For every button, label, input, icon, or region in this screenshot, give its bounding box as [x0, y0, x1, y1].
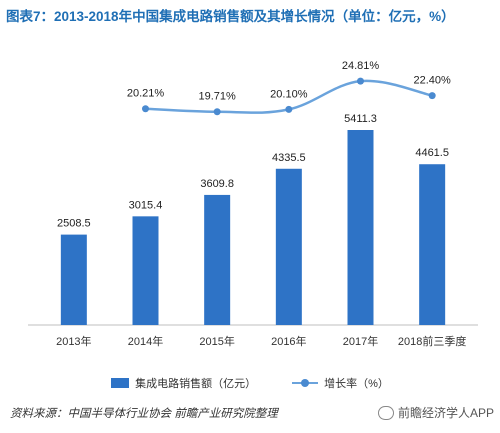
growth-label-3: 20.10% — [270, 88, 308, 100]
x-tick-label-0: 2013年 — [56, 334, 91, 348]
bar-3 — [275, 168, 302, 325]
bar-0 — [60, 234, 87, 325]
growth-label-5: 22.40% — [414, 75, 452, 87]
bar-2 — [204, 194, 231, 325]
legend-line-marker — [292, 378, 319, 388]
x-tick-label-1: 2014年 — [128, 334, 163, 348]
bar-4 — [347, 130, 374, 325]
growth-point-5 — [428, 92, 436, 100]
bar-value-label-3: 4335.5 — [272, 152, 306, 164]
bar-5 — [419, 164, 446, 325]
growth-label-2: 19.71% — [199, 91, 237, 103]
chart-legend: 集成电路销售额（亿元） 增长率（%） — [0, 375, 500, 391]
wechat-icon — [377, 405, 394, 420]
growth-point-3 — [285, 105, 293, 113]
x-tick-label-5: 2018前三季度 — [398, 334, 466, 348]
growth-label-1: 20.21% — [127, 88, 165, 100]
bar-1 — [132, 216, 159, 325]
watermark-text: 前瞻经济学人APP — [397, 406, 494, 420]
growth-point-4 — [357, 77, 364, 85]
growth-point-1 — [142, 105, 149, 113]
source-note: 资料来源：中国半导体行业协会 前瞻产业研究院整理 — [10, 408, 278, 420]
growth-point-2 — [213, 108, 221, 116]
bar-value-label-5: 4461.5 — [415, 147, 449, 159]
legend-item-growth: 增长率（%） — [292, 375, 389, 391]
watermark: 前瞻经济学人APP — [377, 404, 494, 421]
x-tick-label-2: 2015年 — [199, 334, 234, 348]
growth-label-4: 24.81% — [342, 60, 380, 72]
x-tick-label-4: 2017年 — [343, 334, 378, 348]
bar-value-label-4: 5411.3 — [344, 113, 377, 125]
chart-title: 图表7：2013-2018年中国集成电路销售额及其增长情况（单位：亿元，%） — [6, 9, 455, 24]
bar-value-label-2: 3609.8 — [200, 178, 234, 190]
legend-item-sales: 集成电路销售额（亿元） — [111, 375, 256, 391]
bar-value-label-0: 2508.5 — [57, 218, 91, 230]
legend-sales-label: 集成电路销售额（亿元） — [135, 378, 257, 390]
bar-value-label-1: 3015.4 — [129, 199, 163, 211]
legend-growth-label: 增长率（%） — [324, 378, 389, 390]
legend-bar-swatch — [111, 378, 130, 388]
x-tick-label-3: 2016年 — [271, 334, 306, 348]
